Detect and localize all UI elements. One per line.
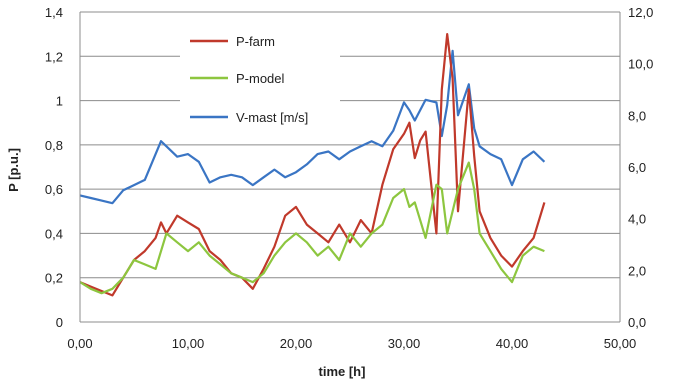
y-tick-label: 0 (56, 315, 63, 330)
series-line-p-model (79, 161, 545, 295)
y2-tick-label: 0,0 (628, 315, 646, 330)
y-tick-label: 1,4 (45, 5, 63, 20)
x-tick-label: 20,00 (280, 336, 313, 351)
y-tick-label: 0,4 (45, 226, 63, 241)
legend-label-p-farm: P-farm (236, 34, 275, 49)
x-tick-label: 50,00 (604, 336, 637, 351)
series-line-p-farm (79, 32, 546, 297)
series-lines (79, 32, 546, 297)
legend-label-p-model: P-model (236, 71, 285, 86)
x-tick-label: 10,00 (172, 336, 205, 351)
legend: P-farm P-model V-mast [m/s] (180, 18, 340, 136)
y2-tick-label: 10,0 (628, 57, 653, 72)
x-tick-label: 40,00 (496, 336, 529, 351)
y2-tick-label: 4,0 (628, 212, 646, 227)
legend-label-v-mast: V-mast [m/s] (236, 110, 308, 125)
gridlines (80, 11, 620, 279)
series-line-v-mast-m-s (79, 49, 546, 205)
x-tick-label: 30,00 (388, 336, 421, 351)
tick-labels: 0 0,2 0,4 0,6 0,8 1 1,2 1,4 0,0 2,0 4,0 6,0 8,0 10,0 1… (45, 5, 653, 351)
y-tick-label: 0,2 (45, 271, 63, 286)
y-axis-title: P [p.u.] (6, 148, 21, 192)
x-axis-title: time [h] (319, 364, 366, 379)
x-tick-label: 0,00 (67, 336, 92, 351)
axes (79, 12, 621, 323)
y2-tick-label: 6,0 (628, 160, 646, 175)
y2-tick-label: 2,0 (628, 263, 646, 278)
y-tick-label: 1 (56, 94, 63, 109)
y-tick-label: 0,8 (45, 138, 63, 153)
y2-tick-label: 8,0 (628, 108, 646, 123)
y-tick-label: 0,6 (45, 182, 63, 197)
y-tick-label: 1,2 (45, 49, 63, 64)
y2-tick-label: 12,0 (628, 5, 653, 20)
